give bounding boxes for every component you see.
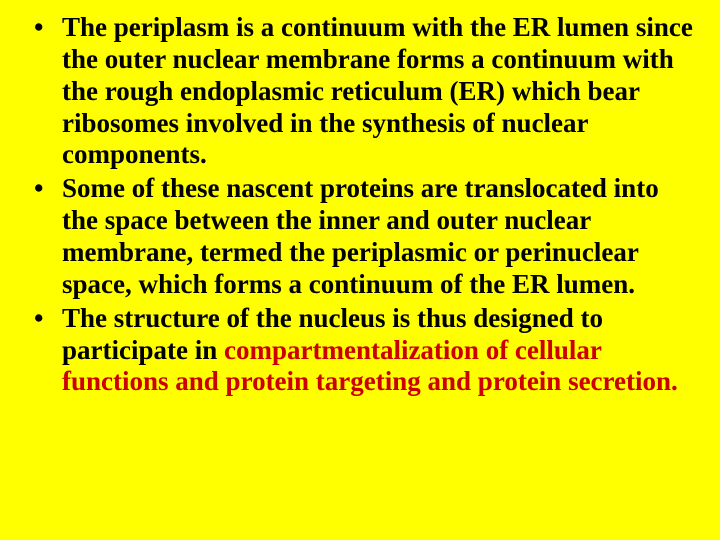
- bullet-text-pre: The periplasm is a continuum with the ER…: [62, 12, 693, 169]
- list-item: The structure of the nucleus is thus des…: [20, 303, 700, 399]
- list-item: The periplasm is a continuum with the ER…: [20, 12, 700, 171]
- slide-container: The periplasm is a continuum with the ER…: [0, 0, 720, 540]
- bullet-text-pre: Some of these nascent proteins are trans…: [62, 173, 659, 299]
- list-item: Some of these nascent proteins are trans…: [20, 173, 700, 300]
- bullet-list: The periplasm is a continuum with the ER…: [20, 12, 700, 398]
